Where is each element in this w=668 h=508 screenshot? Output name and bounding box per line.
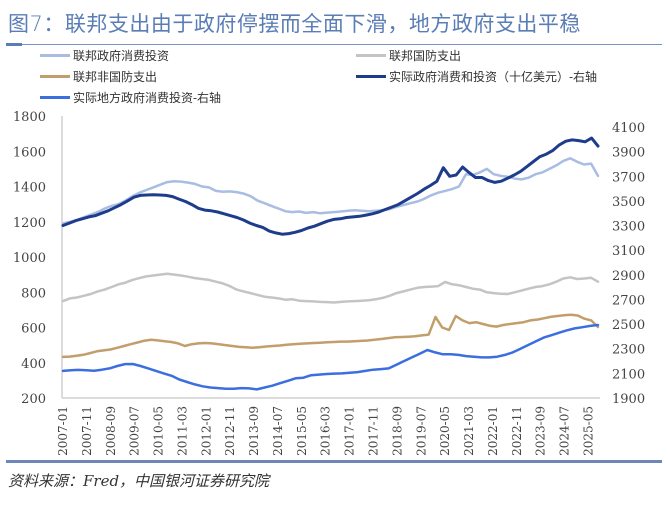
x-tick-label: 2012-11 [223,406,237,456]
legend-item-real-local-consumption: 实际地方政府消费投资-右轴 [40,89,221,106]
x-tick-label: 2018-09 [390,406,404,456]
line-real-local-consumption [61,323,600,391]
y-left-tick-label: 1000 [13,251,46,266]
y-left-tick-label: 1200 [13,216,46,231]
y-left-tick-label: 400 [21,357,46,372]
y-right-tick-label: 2700 [612,293,645,308]
y-right-tick-label: 3300 [612,220,645,235]
legend-label: 实际政府消费和投资（十亿美元）-右轴 [389,70,598,84]
y-right-tick-label: 2900 [612,269,645,284]
legend-item-federal-consumption: 联邦政府消费投资 [40,47,169,64]
y-right-tick-label: 3900 [612,146,645,161]
x-tick-label: 2008-09 [104,406,118,456]
y-left-tick-label: 800 [21,286,46,301]
legend-swatch [356,54,386,57]
line-federal-defense [61,272,600,304]
legend-label: 联邦非国防支出 [73,70,158,84]
legend-swatch [40,54,70,57]
title-divider-accent [6,43,22,46]
x-tick-label: 2014-07 [271,406,285,456]
x-tick-label: 2016-03 [319,406,333,456]
y-right-tick-label: 3700 [612,170,645,185]
x-tick-label: 2010-05 [152,406,166,456]
footer-divider [6,460,662,463]
series-lines [61,136,600,391]
legend-swatch [40,75,70,78]
x-tick-label: 2015-05 [295,406,309,456]
y-left-tick-label: 600 [21,322,46,337]
source-note: 资料来源：Fred，中国银河证券研究院 [8,472,270,490]
y-right-tick-label: 1900 [612,392,645,407]
x-tick-label: 2021-03 [462,406,476,456]
x-tick-label: 2022-11 [510,406,524,456]
line-federal-nondefense [61,313,600,359]
y-left-tick-label: 1400 [13,181,46,196]
x-tick-label: 2012-01 [199,406,213,456]
x-tick-label: 2022-01 [486,406,500,456]
x-tick-label: 2023-09 [534,406,548,456]
x-tick-label: 2013-09 [247,406,261,456]
x-tick-label: 2020-05 [438,406,452,456]
x-tick-label: 2007-11 [80,406,94,456]
x-tick-label: 2024-07 [558,406,572,456]
x-tick-label: 2017-11 [366,406,380,456]
y-left-tick-label: 1600 [13,145,46,160]
legend-item-federal-nondefense: 联邦非国防支出 [40,68,157,85]
y-right-tick-label: 2100 [612,367,645,382]
x-tick-label: 2025-05 [581,406,595,456]
y-right-tick-label: 2300 [612,343,645,358]
line-real-gov-consumption [61,136,600,236]
legend-item-federal-defense: 联邦国防支出 [356,47,461,64]
figure-title: 图7：联邦支出由于政府停摆而全面下滑，地方政府支出平稳 [8,12,581,36]
line-federal-consumption [61,157,600,225]
y-left-tick-label: 200 [21,392,46,407]
legend-item-real-gov-consumption: 实际政府消费和投资（十亿美元）-右轴 [356,68,597,85]
y-right-tick-label: 3500 [612,195,645,210]
axes: 200 400 600 800 1000 1200 1400 1600 1800 1900 2100… [13,110,645,456]
x-tick-label: 2009-07 [128,406,142,456]
legend-swatch [356,75,386,78]
x-tick-label: 2017-01 [343,406,357,456]
x-tick-label: 2019-07 [414,406,428,456]
y-right-tick-label: 3100 [612,244,645,259]
y-right-tick-label: 2500 [612,318,645,333]
legend-label: 联邦政府消费投资 [73,49,170,63]
y-left-tick-label: 1800 [13,110,46,125]
legend-label: 联邦国防支出 [389,49,462,63]
line-chart: 200 400 600 800 1000 1200 1400 1600 1800 1900 2100… [13,110,645,456]
y-right-tick-label: 4100 [612,121,645,136]
x-tick-label: 2007-01 [56,406,70,456]
legend-swatch [40,96,70,99]
legend-label: 实际地方政府消费投资-右轴 [73,91,222,105]
x-tick-label: 2011-03 [175,406,189,456]
title-divider [6,44,662,45]
